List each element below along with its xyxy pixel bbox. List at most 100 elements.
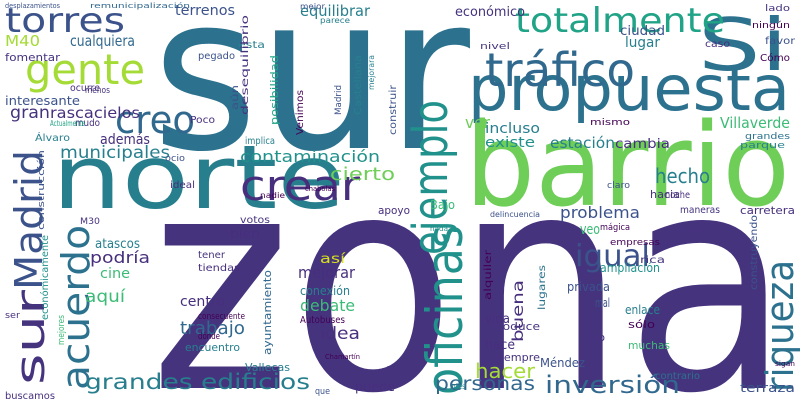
word: carretera (740, 204, 795, 217)
word: Chamartín (325, 353, 360, 361)
word: incluso (485, 121, 540, 137)
word: delincuencia (490, 210, 540, 219)
word: problema (560, 203, 640, 222)
word: posibilidad (268, 55, 281, 125)
word: grandes (745, 132, 790, 142)
word: nivel (480, 42, 510, 52)
word: que (315, 387, 330, 397)
word: cambia (615, 137, 670, 152)
word: debate (300, 296, 355, 315)
word: sigan (775, 360, 795, 368)
word: dónde (198, 331, 220, 342)
word: gente (25, 45, 145, 94)
word: Madrid (334, 85, 344, 115)
word: hace (485, 338, 515, 353)
word: Bajo (430, 198, 455, 212)
word: personas (435, 373, 535, 395)
word: buena (509, 280, 527, 342)
word: mágica (600, 223, 630, 233)
word: terrenos (175, 3, 235, 19)
word: crear (240, 161, 361, 210)
word: torres (5, 1, 125, 41)
word: ocurre (70, 83, 100, 94)
word: rascacielos (50, 104, 140, 122)
word: siempre (495, 351, 540, 364)
word: esta (238, 40, 265, 51)
word: encuentro (185, 341, 240, 354)
word: enlace (625, 303, 660, 317)
word: económicamente (39, 235, 51, 320)
word: lugar (625, 35, 660, 51)
word: privada (567, 280, 610, 294)
word: cine (100, 266, 130, 282)
word: fomentar (5, 51, 61, 64)
word: apoyo (378, 204, 410, 217)
word: riqueza (758, 260, 800, 392)
word: gran (10, 103, 50, 123)
word: centro (180, 294, 225, 310)
word: clase (380, 364, 410, 377)
word: contrario (655, 371, 700, 382)
word: Venimos (295, 90, 306, 135)
word: idea (320, 324, 360, 344)
word: propuesta (468, 52, 790, 125)
word: acuerdo (54, 225, 98, 390)
word: puede (355, 380, 395, 394)
word: igual (575, 239, 650, 274)
word: Si (698, 3, 788, 87)
word: vida (485, 312, 510, 327)
word: hecho (655, 164, 710, 188)
word: Madrid (7, 150, 51, 290)
word: bien (230, 227, 260, 241)
word: cualquiera (70, 32, 135, 50)
word: totalmente (515, 1, 725, 41)
word: sur (8, 289, 54, 385)
word: ciudad (620, 24, 665, 39)
word: sólo (628, 318, 655, 331)
word: Álvaro (35, 131, 70, 144)
word: hacia (650, 188, 680, 201)
word: consecuente (198, 312, 245, 322)
word: ayuntamiento (261, 270, 274, 355)
word: Villaverde (720, 114, 790, 132)
word: conexión (300, 284, 350, 298)
word: grandes edificios (85, 370, 310, 394)
word: nadie (260, 191, 285, 200)
word: diario (675, 225, 706, 235)
word: barrio (465, 99, 790, 233)
word: miles (450, 382, 465, 391)
word: ver (465, 113, 490, 132)
word: tiendas (198, 263, 240, 274)
word: aún (229, 85, 241, 110)
word: pegado (198, 51, 235, 62)
word: votos (240, 215, 270, 226)
word: trabajo (180, 318, 245, 339)
word: inversión (545, 371, 680, 399)
word: muchas (628, 339, 670, 352)
word: mejor (300, 2, 326, 11)
word: estación (550, 134, 615, 152)
word: mudo (75, 118, 100, 129)
word: buscamos (5, 391, 55, 400)
word: Autobuses (300, 315, 345, 326)
word: ser (5, 311, 20, 321)
word: creo (115, 98, 195, 142)
word: noche (665, 190, 690, 201)
word: produce (490, 320, 540, 333)
word: remunicipalización (90, 2, 190, 10)
word: Actualmente (50, 119, 85, 128)
word: alquiler (483, 249, 494, 300)
word: implica (245, 136, 275, 147)
word: construyendo (749, 215, 760, 290)
word: hacer (475, 359, 536, 383)
word: Méndez (540, 356, 585, 370)
word: Poco (190, 115, 215, 126)
word: municipales (60, 143, 170, 163)
word: rica (640, 255, 665, 266)
word: oficinas (416, 225, 474, 395)
word: nada (430, 225, 448, 233)
word: económico (455, 5, 525, 20)
word: ideal (170, 180, 195, 191)
word: contaminación (240, 147, 380, 166)
word: empresas (610, 238, 660, 248)
